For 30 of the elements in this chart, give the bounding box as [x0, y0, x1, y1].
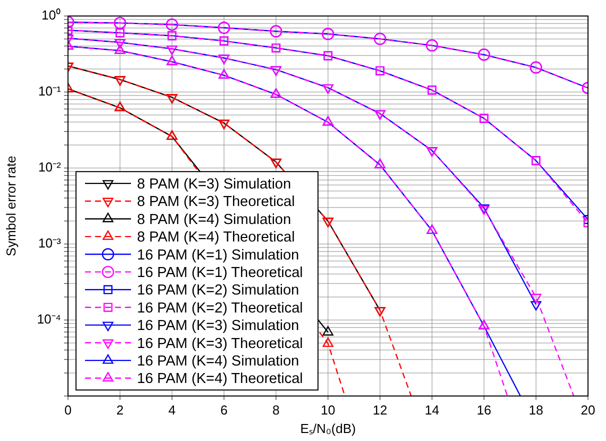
y-axis-title: Symbol error rate [3, 156, 18, 256]
legend-label: 16 PAM (K=3) Theoretical [137, 336, 303, 352]
x-tick-label: 4 [168, 402, 176, 418]
y-tick-label: 10⁻² [38, 160, 62, 175]
y-tick-label: 10⁻⁴ [36, 312, 61, 327]
x-tick-label: 8 [272, 402, 280, 418]
legend-label: 16 PAM (K=2) Simulation [137, 282, 300, 299]
legend-label: 16 PAM (K=1) Simulation [137, 247, 300, 264]
legend-label: 8 PAM (K=4) Simulation [137, 212, 292, 228]
x-axis-title: Eₛ/N₀(dB) [300, 420, 356, 436]
legend-label: 8 PAM (K=3) Theoretical [137, 194, 295, 210]
x-tick-label: 0 [64, 402, 72, 418]
legend-label: 16 PAM (K=1) Theoretical [137, 264, 303, 281]
x-tick-label: 10 [320, 402, 336, 418]
legend-label: 8 PAM (K=3) Simulation [137, 176, 292, 192]
x-tick-label: 6 [220, 402, 228, 418]
x-tick-label: 20 [580, 402, 596, 418]
legend-label: 16 PAM (K=3) Simulation [137, 318, 300, 334]
y-tick-label: 10⁻¹ [38, 84, 62, 99]
legend-label: 16 PAM (K=4) Simulation [137, 353, 300, 370]
legend-label: 8 PAM (K=4) Theoretical [137, 230, 295, 246]
legend-label: 16 PAM (K=4) Theoretical [137, 371, 303, 388]
x-tick-label: 16 [476, 402, 492, 418]
y-tick-label: 10⁰ [42, 8, 61, 23]
x-tick-label: 2 [116, 402, 124, 418]
x-tick-label: 18 [528, 402, 544, 418]
x-tick-label: 12 [372, 402, 388, 418]
legend-label: 16 PAM (K=2) Theoretical [137, 300, 303, 316]
y-tick-label: 10⁻³ [38, 236, 62, 251]
x-tick-label: 14 [424, 402, 440, 418]
